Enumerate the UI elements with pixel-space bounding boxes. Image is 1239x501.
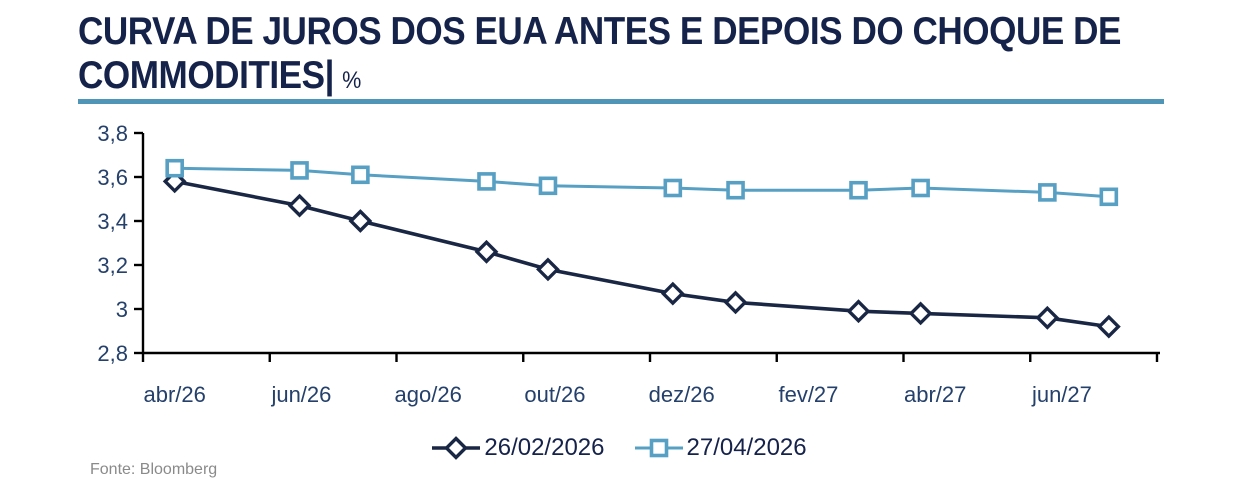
source-note: Fonte: Bloomberg xyxy=(90,461,218,478)
y-tick-label: 3,6 xyxy=(97,165,128,190)
legend-item-after-shock: 27/04/2026 xyxy=(634,434,807,462)
chart-title: CURVA DE JUROS DOS EUA ANTES E DEPOIS DO… xyxy=(78,10,1237,103)
data-point-diamond xyxy=(846,299,871,324)
data-point-diamond xyxy=(1096,314,1121,339)
data-point-square xyxy=(165,158,184,178)
title-divider-rule xyxy=(78,99,1164,104)
chart-title-line2-text: COMMODITIES| xyxy=(78,54,334,97)
chart-legend: 26/02/2026 27/04/2026 xyxy=(0,434,1239,462)
square-marker-icon xyxy=(634,438,683,458)
y-tick-label: 3,4 xyxy=(97,209,128,234)
data-point-square xyxy=(726,180,745,200)
data-point-diamond xyxy=(908,301,933,326)
y-tick-label: 3 xyxy=(116,297,128,322)
data-point-square xyxy=(351,165,370,185)
chart-title-unit: % xyxy=(342,67,362,94)
data-point-diamond xyxy=(723,290,748,315)
data-point-square xyxy=(911,178,930,198)
x-tick-label: dez/26 xyxy=(649,382,715,407)
x-tick-label: abr/27 xyxy=(904,382,966,407)
x-tick-label: jun/26 xyxy=(270,382,331,407)
x-tick-label: jun/27 xyxy=(1031,382,1092,407)
legend-label: 27/04/2026 xyxy=(686,434,807,461)
x-tick-label: fev/27 xyxy=(778,382,838,407)
data-point-diamond xyxy=(660,281,685,306)
legend-item-before-shock: 26/02/2026 xyxy=(432,434,605,462)
chart-title-line1: CURVA DE JUROS DOS EUA ANTES E DEPOIS DO… xyxy=(78,10,1122,53)
series-line-after xyxy=(174,166,1109,199)
y-tick-label: 3,8 xyxy=(97,121,128,146)
x-tick-label: ago/26 xyxy=(395,382,462,407)
data-point-diamond xyxy=(348,209,373,233)
data-point-square xyxy=(477,172,496,191)
legend-label: 26/02/2026 xyxy=(484,434,605,461)
series-line-before xyxy=(174,179,1110,329)
data-point-square xyxy=(849,180,868,200)
data-point-diamond xyxy=(536,257,560,282)
y-tick-label: 2,8 xyxy=(97,341,128,366)
data-point-square xyxy=(290,161,309,180)
data-point-square xyxy=(1038,183,1057,202)
data-point-square xyxy=(663,178,683,198)
data-point-diamond xyxy=(287,193,312,218)
x-tick-label: abr/26 xyxy=(143,382,205,407)
data-point-square xyxy=(538,176,558,196)
data-point-square xyxy=(1099,187,1119,207)
data-point-diamond xyxy=(474,239,499,264)
chart-title-line2: COMMODITIES|% xyxy=(78,54,1121,103)
x-tick-label: out/26 xyxy=(524,382,585,407)
data-point-diamond xyxy=(1035,305,1060,330)
y-tick-label: 3,2 xyxy=(97,253,128,278)
diamond-marker-icon xyxy=(432,436,481,460)
